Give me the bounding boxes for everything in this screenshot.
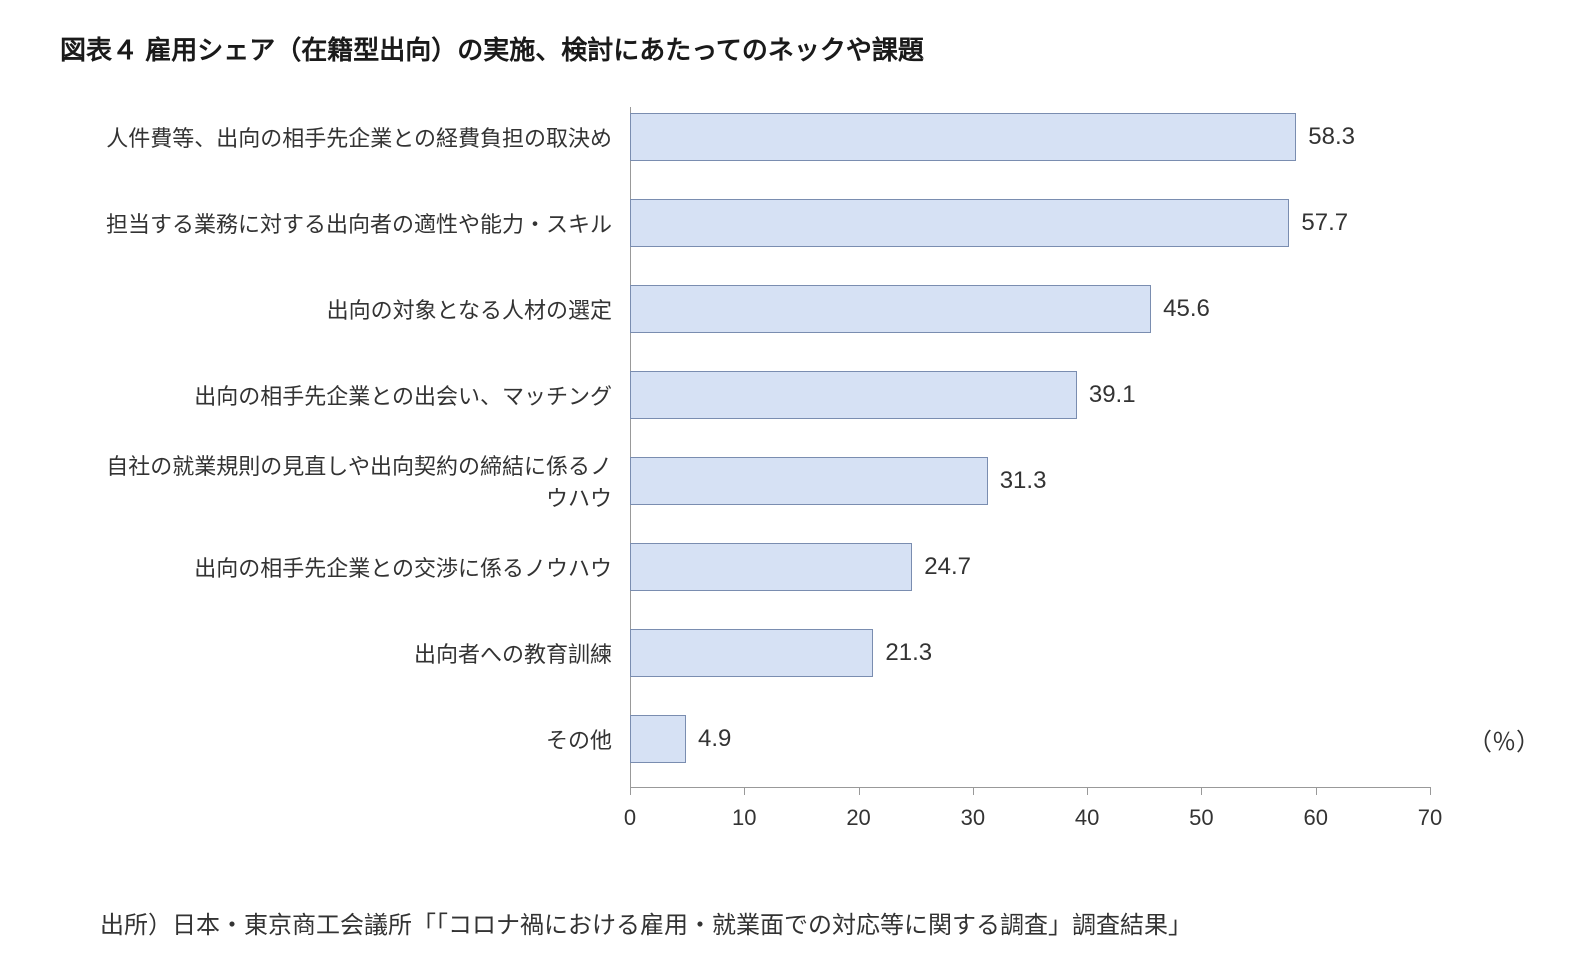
bar-category-label: 担当する業務に対する出向者の適性や能力・スキル [100,207,630,239]
bar-track: 39.1 [630,365,1430,425]
x-axis-line [630,787,1430,788]
chart-title: 図表４ 雇用シェア（在籍型出向）の実施、検討にあたってのネックや課題 [60,30,1535,67]
x-tick [1430,787,1431,795]
bar-category-label: 人件費等、出向の相手先企業との経費負担の取決め [100,121,630,153]
bar-track: 31.3 [630,451,1430,511]
bar-value-label: 24.7 [924,553,971,581]
bar [630,113,1296,161]
x-tick-label: 20 [846,805,870,831]
unit-label: （％） [1468,722,1540,757]
bar-value-label: 45.6 [1163,295,1210,323]
x-axis: 010203040506070 [630,795,1535,845]
bar [630,199,1289,247]
bar-value-label: 31.3 [1000,467,1047,495]
x-tick [1201,787,1202,795]
x-tick [630,787,631,795]
bar-value-label: 57.7 [1301,209,1348,237]
bar-row: 出向の相手先企業との交渉に係るノウハウ 24.7 [100,537,1535,597]
bar-track: 21.3 [630,623,1430,683]
bar-value-label: 4.9 [698,725,731,753]
x-tick [744,787,745,795]
bar [630,457,988,505]
x-tick-label: 0 [624,805,636,831]
source-note: 出所）日本・東京商工会議所「「コロナ禍における雇用・就業面での対応等に関する調査… [100,905,1535,940]
bar [630,285,1151,333]
bar-category-label: その他 [100,723,630,755]
bar [630,543,912,591]
bar-row: その他4.9（％） [100,709,1535,769]
bar-track: 24.7 [630,537,1430,597]
x-tick-label: 50 [1189,805,1213,831]
x-tick-label: 40 [1075,805,1099,831]
x-tick [859,787,860,795]
x-tick [1316,787,1317,795]
bar-row: 出向者への教育訓練 21.3 [100,623,1535,683]
chart-area: 人件費等、出向の相手先企業との経費負担の取決め 58.3 担当する業務に対する出向者… [100,107,1535,845]
bar-value-label: 21.3 [885,639,932,667]
bar-track: 57.7 [630,193,1430,253]
bar-track: 58.3 [630,107,1430,167]
bar [630,371,1077,419]
bar-track: 45.6 [630,279,1430,339]
bar-row: 自社の就業規則の見直しや出向契約の締結に係るノウハウ 31.3 [100,451,1535,511]
bar-value-label: 58.3 [1308,123,1355,151]
x-tick-label: 10 [732,805,756,831]
bar [630,629,873,677]
bar-category-label: 自社の就業規則の見直しや出向契約の締結に係るノウハウ [100,449,630,513]
x-tick-label: 60 [1303,805,1327,831]
bars-container: 人件費等、出向の相手先企業との経費負担の取決め 58.3 担当する業務に対する出向者… [100,107,1535,769]
bar-row: 出向の相手先企業との出会い、マッチング 39.1 [100,365,1535,425]
bar-category-label: 出向者への教育訓練 [100,637,630,669]
bar-row: 出向の対象となる人材の選定 45.6 [100,279,1535,339]
bar-row: 人件費等、出向の相手先企業との経費負担の取決め 58.3 [100,107,1535,167]
bar-track: 4.9（％） [630,709,1430,769]
bar-value-label: 39.1 [1089,381,1136,409]
x-tick [973,787,974,795]
bar [630,715,686,763]
bar-category-label: 出向の相手先企業との出会い、マッチング [100,379,630,411]
bar-row: 担当する業務に対する出向者の適性や能力・スキル 57.7 [100,193,1535,253]
x-tick [1087,787,1088,795]
bar-category-label: 出向の対象となる人材の選定 [100,293,630,325]
x-tick-label: 30 [961,805,985,831]
bar-category-label: 出向の相手先企業との交渉に係るノウハウ [100,551,630,583]
x-tick-label: 70 [1418,805,1442,831]
